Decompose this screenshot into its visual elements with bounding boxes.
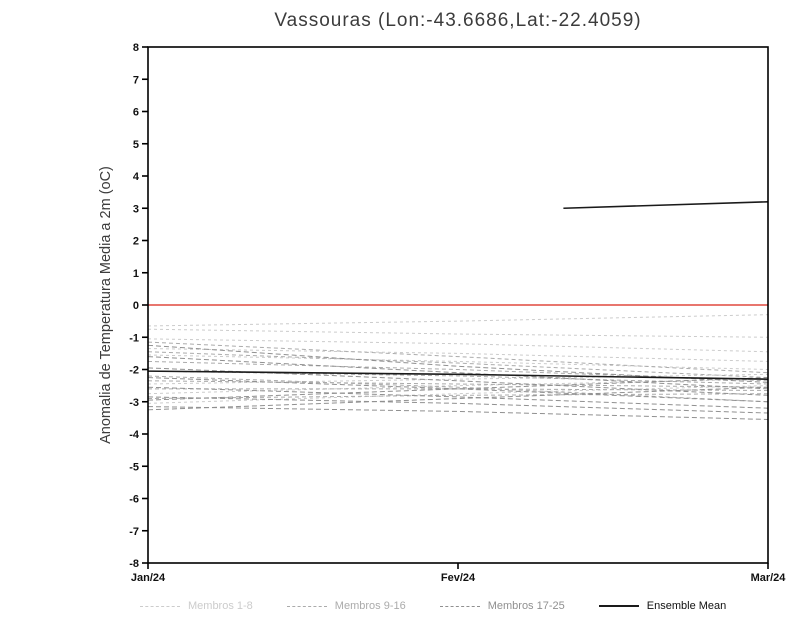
series-ensemble-mean <box>147 370 769 380</box>
series-membro-8 <box>147 385 769 404</box>
x-tick-label: Mar/24 <box>751 572 787 584</box>
series-membro-5 <box>147 354 769 370</box>
series-membro-1 <box>147 314 769 327</box>
y-tick-label: -6 <box>129 494 139 506</box>
x-tick-label: Fev/24 <box>441 572 476 584</box>
series-membro-23 <box>147 406 769 420</box>
y-tick-label: -4 <box>129 429 140 441</box>
y-tick-label: 1 <box>133 268 139 280</box>
series-membro-9 <box>147 341 769 374</box>
series-membro-25 <box>147 386 769 411</box>
y-tick-label: 7 <box>133 74 139 86</box>
chart-title: Vassouras (Lon:-43.6686,Lat:-22.4059) <box>274 10 642 31</box>
dashed-line-swatch <box>439 605 480 607</box>
y-tick-label: 5 <box>133 139 139 151</box>
x-tick-label: Jan/24 <box>131 572 166 584</box>
legend-item-3: Membros 17-25 <box>439 600 565 612</box>
y-tick-label: -1 <box>129 332 139 344</box>
legend-label: Membros 1-8 <box>188 600 253 612</box>
legend: Membros 1-8 Membros 9-16 Membros 17-25 Ense… <box>140 600 790 612</box>
y-tick-label: -7 <box>129 526 139 538</box>
series-membro-12 <box>147 370 769 385</box>
y-tick-label: -5 <box>129 461 139 473</box>
dashed-line-swatch <box>286 605 327 607</box>
series-membro-3 <box>147 338 769 353</box>
legend-label: Ensemble Mean <box>646 600 727 612</box>
y-tick-label: 3 <box>133 203 139 215</box>
series-membro-15 <box>147 393 769 400</box>
series-membro-22 <box>147 396 769 414</box>
series-upper-segment <box>563 201 769 210</box>
y-tick-label: 4 <box>133 171 140 183</box>
legend-item-2: Membros 9-16 <box>286 600 406 612</box>
legend-item-4: Ensemble Mean <box>598 600 727 612</box>
legend-item-1: Membros 1-8 <box>140 600 253 612</box>
y-tick-label: 8 <box>133 42 139 54</box>
series-membro-11 <box>147 360 769 382</box>
series-membro-13 <box>147 380 769 388</box>
y-tick-label: 0 <box>133 300 139 312</box>
series-membro-4 <box>147 348 769 362</box>
series-membro-10 <box>147 351 769 379</box>
series-membro-21 <box>147 386 769 409</box>
dashed-line-swatch <box>140 605 180 607</box>
series-membro-16 <box>147 375 769 403</box>
series-membro-14 <box>148 388 769 391</box>
series-membro-6 <box>147 373 769 385</box>
solid-line-swatch <box>598 605 639 607</box>
y-tick-label: 6 <box>133 107 139 119</box>
y-tick-label: -3 <box>129 397 139 409</box>
y-tick-label: 2 <box>133 236 139 248</box>
legend-label: Membros 17-25 <box>487 600 565 612</box>
series-membro-2 <box>147 328 769 338</box>
y-tick-label: -2 <box>129 365 139 377</box>
y-tick-label: -8 <box>129 558 139 570</box>
series-membro-7 <box>147 378 769 395</box>
legend-label: Membros 9-16 <box>334 600 406 612</box>
